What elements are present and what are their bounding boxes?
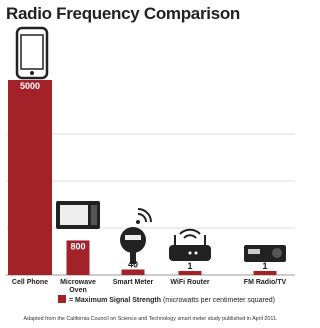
category-label: Microwave Oven (60, 279, 96, 294)
bars: 5000 800 40 1 1 (8, 80, 277, 275)
bar (121, 269, 145, 275)
microwave-icon (56, 201, 100, 229)
bar (8, 80, 52, 275)
value-label: 1 (187, 261, 192, 271)
grid (6, 133, 295, 229)
bar (66, 240, 90, 275)
meter-icon (120, 208, 152, 264)
bar (253, 270, 277, 275)
value-label: 1 (262, 261, 267, 271)
chart-title: Radio Frequency Comparison (6, 4, 241, 23)
plot: 5000 800 40 1 1 (6, 26, 295, 276)
phone-icon (15, 26, 49, 80)
bar (178, 270, 202, 275)
legend-label: = Maximum Signal Strength (69, 297, 161, 304)
category-label: Smart Meter (112, 279, 154, 286)
value-label: 40 (128, 259, 138, 269)
legend-swatch (58, 295, 66, 303)
radio-icon (244, 245, 286, 262)
source-note: Adapted from the California Council on S… (23, 316, 278, 322)
category-label: Cell Phone (11, 279, 49, 286)
router-icon (169, 228, 211, 261)
chart: 5000 800 40 1 1 Radio Frequency Comparison C… (6, 4, 295, 322)
legend-unit: (microwatts per centimeter squared) (162, 297, 275, 304)
value-label: 800 (70, 241, 85, 251)
legend: = Maximum Signal Strength (microwatts pe… (58, 295, 275, 304)
category-label: FM Radio/TV (243, 279, 287, 286)
category-label: WiFi Router (170, 279, 210, 286)
value-label: 5000 (20, 81, 40, 91)
